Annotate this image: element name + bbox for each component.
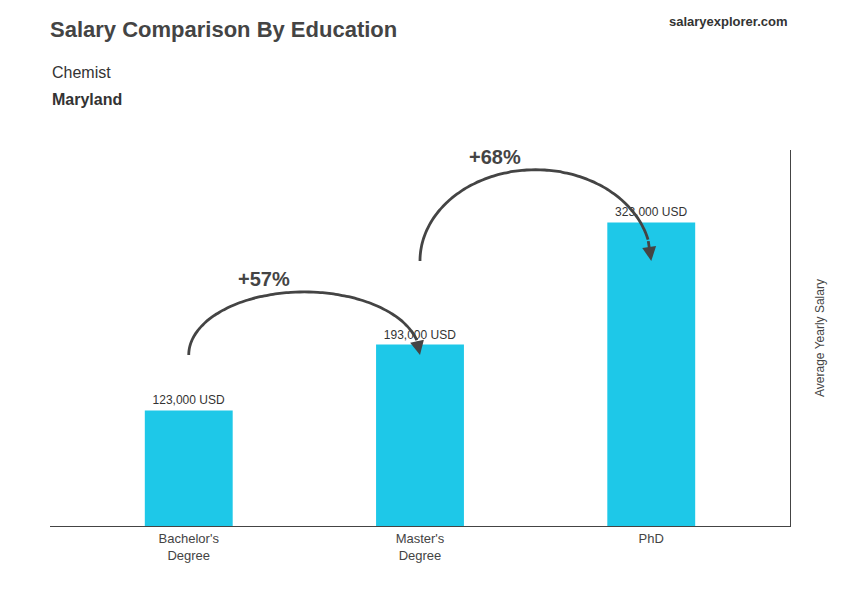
svg-text:salaryexplorer.com: salaryexplorer.com (669, 14, 788, 29)
svg-text:Salary Comparison By Education: Salary Comparison By Education (50, 17, 397, 42)
svg-text:PhD: PhD (639, 531, 664, 546)
svg-text:Maryland: Maryland (52, 91, 122, 108)
svg-text:Bachelor'sDegree: Bachelor'sDegree (159, 531, 220, 563)
svg-text:Average Yearly Salary: Average Yearly Salary (813, 279, 827, 397)
svg-text:193,000 USD: 193,000 USD (384, 328, 456, 342)
svg-text:+68%: +68% (469, 146, 521, 168)
svg-text:Master'sDegree: Master'sDegree (396, 531, 445, 563)
svg-text:Chemist: Chemist (52, 64, 111, 81)
svg-text:+57%: +57% (238, 268, 290, 290)
svg-text:123,000 USD: 123,000 USD (153, 393, 225, 407)
svg-text:323,000 USD: 323,000 USD (615, 205, 687, 219)
